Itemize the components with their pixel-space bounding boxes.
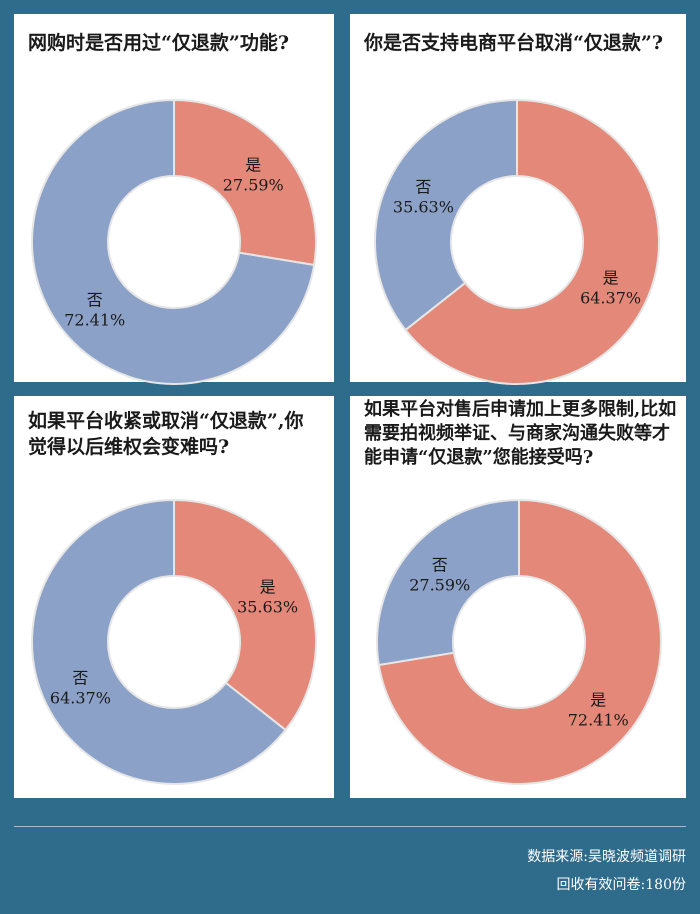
- slice-label: 是: [603, 268, 619, 287]
- donut-chart-4: 是72.41% 否27.59%: [376, 498, 662, 785]
- footer-sample: 回收有效问卷:180份: [556, 877, 686, 893]
- slice-value-label: 64.37%: [580, 288, 641, 307]
- slice-value-label: 64.37%: [50, 688, 111, 707]
- slice-label: 否: [415, 178, 431, 197]
- slice-value-label: 35.63%: [237, 598, 298, 617]
- chart-panel-3: 如果平台收紧或取消“仅退款”,你觉得以后维权会变难吗? 是 35.63% 否 64.3…: [14, 396, 334, 798]
- footer-divider: [14, 826, 686, 827]
- slice-value-label: 72.41%: [64, 310, 125, 329]
- donut-chart-3: 是35.63% 否64.37%: [31, 498, 317, 785]
- donut-chart-2: 是64.37% 否35.63%: [374, 98, 660, 385]
- slice-label: 是: [245, 156, 261, 175]
- chart-title-1: 网购时是否用过“仅退款”功能?: [28, 32, 289, 54]
- slice-label: 是: [260, 578, 276, 597]
- chart-title-3: 如果平台收紧或取消“仅退款”,你觉得以后维权会变难吗?: [28, 410, 304, 459]
- chart-panel-1: 网购时是否用过“仅退款”功能? 是 27.59% 否 72.41%: [14, 14, 334, 385]
- slice-no: [374, 98, 518, 332]
- slice-yes: [173, 98, 317, 267]
- slice-label: 是: [590, 690, 606, 709]
- slice-yes: [404, 98, 660, 385]
- chart-title-2: 你是否支持电商平台取消“仅退款”?: [364, 32, 663, 54]
- slice-no: [376, 498, 520, 667]
- slice-value-label: 35.63%: [393, 198, 454, 217]
- slice-yes: [173, 498, 317, 732]
- chart-panel-2: 你是否支持电商平台取消“仅退款”? 是 64.37% 否 35.63%: [350, 14, 686, 385]
- chart-panel-4: 如果平台对售后申请加上更多限制,比如需要拍视频举证、与商家沟通失败等才能申请“仅…: [350, 396, 686, 798]
- slice-value-label: 72.41%: [568, 710, 629, 729]
- slice-label: 否: [87, 290, 103, 309]
- slice-label: 否: [432, 556, 448, 575]
- slice-value-label: 27.59%: [409, 576, 470, 595]
- slice-yes: [377, 498, 662, 785]
- slice-label: 否: [72, 668, 88, 687]
- slice-no: [31, 498, 287, 785]
- chart-title-4: 如果平台对售后申请加上更多限制,比如需要拍视频举证、与商家沟通失败等才能申请“仅…: [364, 399, 677, 468]
- slice-value-label: 27.59%: [223, 176, 284, 195]
- footer-source: 数据来源:吴晓波频道调研: [527, 849, 686, 865]
- donut-chart-1: 是27.59% 否72.41%: [31, 98, 317, 385]
- slice-no: [31, 98, 316, 385]
